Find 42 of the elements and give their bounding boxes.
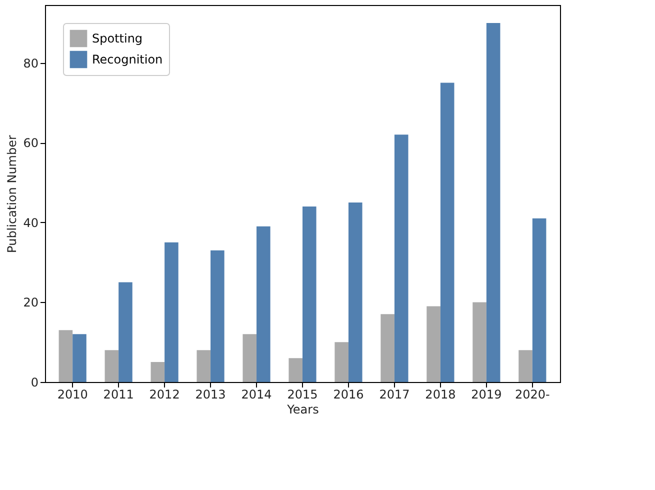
bar: [288, 358, 302, 382]
x-tick-label: 2016: [333, 388, 364, 402]
bar: [380, 314, 394, 382]
x-tick-label: 2012: [149, 388, 180, 402]
y-tick-label: 0: [30, 376, 38, 390]
y-tick-label: 40: [23, 216, 38, 230]
bar: [334, 342, 348, 382]
bar: [256, 226, 270, 382]
x-tick-label: 2015: [287, 388, 318, 402]
x-tick-label: 2014: [241, 388, 272, 402]
bar: [302, 206, 316, 382]
bar: [394, 134, 408, 382]
bar: [518, 350, 532, 382]
bar: [72, 334, 86, 382]
x-axis-title: Years: [286, 402, 319, 416]
bar: [242, 334, 257, 382]
x-tick-label: 2020-: [514, 388, 550, 402]
bar: [440, 82, 454, 382]
bar: [104, 350, 119, 382]
bar: [210, 250, 224, 382]
bar: [58, 330, 73, 382]
y-tick-label: 60: [23, 136, 38, 150]
bar: [118, 282, 132, 382]
y-tick-label: 80: [23, 56, 38, 70]
x-tick-label: 2019: [471, 388, 502, 402]
y-tick-label: 20: [23, 296, 38, 310]
legend-label: Recognition: [92, 52, 163, 66]
bar: [164, 242, 178, 382]
bar: [196, 350, 211, 382]
x-tick-label: 2010: [57, 388, 88, 402]
bar: [532, 218, 546, 382]
x-tick-label: 2017: [379, 388, 410, 402]
bar: [348, 202, 362, 382]
bar: [426, 306, 440, 382]
bar: [472, 302, 486, 382]
bar: [150, 362, 165, 382]
bar: [486, 22, 500, 382]
legend-label: Spotting: [92, 32, 143, 46]
x-tick-label: 2013: [195, 388, 226, 402]
x-tick-label: 2018: [425, 388, 456, 402]
x-tick-label: 2011: [103, 388, 134, 402]
y-axis-title: Publication Number: [5, 135, 20, 253]
